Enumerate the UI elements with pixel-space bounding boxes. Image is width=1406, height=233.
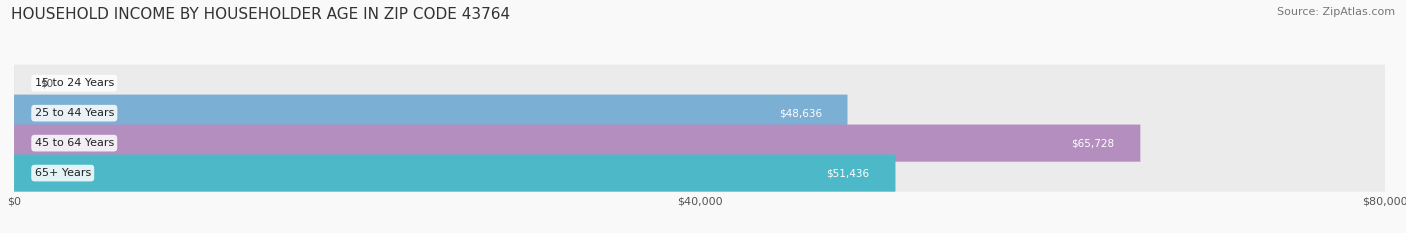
Text: $65,728: $65,728	[1071, 138, 1115, 148]
Text: 25 to 44 Years: 25 to 44 Years	[35, 108, 114, 118]
Text: $48,636: $48,636	[779, 108, 821, 118]
FancyBboxPatch shape	[14, 154, 1385, 192]
Text: HOUSEHOLD INCOME BY HOUSEHOLDER AGE IN ZIP CODE 43764: HOUSEHOLD INCOME BY HOUSEHOLDER AGE IN Z…	[11, 7, 510, 22]
Text: $51,436: $51,436	[827, 168, 870, 178]
FancyBboxPatch shape	[14, 154, 896, 192]
FancyBboxPatch shape	[14, 95, 848, 132]
Text: Source: ZipAtlas.com: Source: ZipAtlas.com	[1277, 7, 1395, 17]
FancyBboxPatch shape	[14, 125, 1140, 162]
FancyBboxPatch shape	[14, 125, 1385, 162]
Text: 45 to 64 Years: 45 to 64 Years	[35, 138, 114, 148]
FancyBboxPatch shape	[14, 65, 1385, 102]
Text: $0: $0	[39, 78, 53, 88]
FancyBboxPatch shape	[14, 95, 1385, 132]
Text: 15 to 24 Years: 15 to 24 Years	[35, 78, 114, 88]
Text: 65+ Years: 65+ Years	[35, 168, 91, 178]
